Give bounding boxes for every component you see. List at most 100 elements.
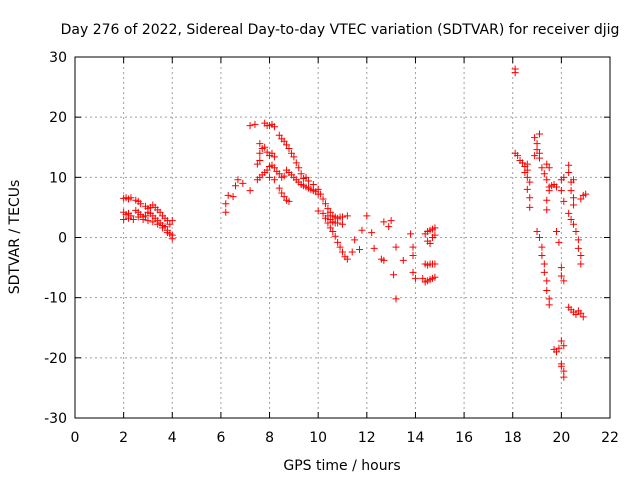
data-point — [535, 130, 543, 138]
x-tick-label: 6 — [216, 430, 225, 446]
data-point — [251, 120, 259, 128]
data-point — [125, 214, 132, 222]
x-tick-label: 8 — [265, 430, 274, 446]
data-point — [348, 248, 356, 256]
data-point — [574, 244, 582, 252]
data-point — [553, 227, 560, 235]
data-points — [120, 65, 590, 381]
data-point — [419, 274, 427, 282]
y-tick-label: 0 — [58, 231, 67, 247]
data-point — [280, 137, 288, 145]
data-point — [380, 256, 388, 264]
data-point — [137, 200, 145, 208]
data-point — [409, 268, 417, 276]
data-point — [560, 373, 568, 381]
data-point — [319, 209, 327, 217]
data-point — [127, 194, 135, 202]
x-tick-label: 14 — [407, 430, 425, 446]
data-point — [560, 342, 568, 350]
data-point — [431, 231, 439, 239]
data-point — [570, 201, 578, 209]
data-point — [156, 208, 164, 216]
x-tick-label: 18 — [504, 430, 522, 446]
data-point — [565, 161, 573, 169]
data-point — [431, 273, 439, 281]
data-point — [295, 164, 303, 172]
data-point — [246, 187, 254, 195]
data-point — [321, 200, 329, 208]
data-point — [292, 159, 300, 167]
data-point — [387, 217, 395, 225]
data-point — [168, 217, 176, 225]
data-point — [280, 193, 288, 201]
data-point — [545, 301, 553, 309]
data-point — [280, 172, 288, 180]
data-point — [224, 191, 232, 199]
data-point — [560, 277, 568, 285]
y-tick-label: -10 — [44, 291, 67, 307]
data-point — [538, 252, 546, 260]
data-point — [356, 246, 364, 254]
y-tick-label: -30 — [44, 411, 67, 427]
data-point — [368, 229, 376, 237]
data-point — [266, 173, 274, 181]
data-point — [234, 176, 242, 184]
data-point — [523, 160, 531, 168]
data-point — [565, 209, 573, 217]
data-point — [256, 149, 264, 157]
x-tick-label: 10 — [309, 430, 327, 446]
data-point — [309, 181, 317, 189]
x-axis-label: GPS time / hours — [283, 458, 400, 474]
data-point — [285, 197, 293, 205]
y-tick-label: -20 — [44, 351, 67, 367]
data-point — [334, 219, 342, 227]
data-point — [577, 252, 585, 260]
data-point — [511, 65, 519, 73]
data-point — [545, 187, 553, 195]
data-point — [363, 212, 371, 220]
grid-lines — [75, 57, 610, 418]
data-point — [543, 206, 551, 214]
data-point — [526, 194, 534, 202]
data-point — [339, 248, 346, 256]
data-point — [263, 166, 271, 174]
data-point — [380, 218, 388, 226]
data-point — [270, 176, 278, 184]
data-point — [543, 160, 551, 168]
data-point — [168, 231, 176, 239]
data-point — [358, 226, 366, 234]
data-point — [560, 197, 568, 205]
data-point — [134, 213, 142, 221]
data-point — [343, 212, 351, 220]
data-point — [297, 170, 305, 178]
data-point — [540, 170, 548, 178]
data-point — [317, 190, 325, 198]
data-point — [557, 360, 565, 368]
data-point — [343, 255, 351, 263]
data-point — [574, 236, 582, 244]
data-point — [302, 173, 310, 181]
data-point — [570, 220, 578, 228]
data-point — [222, 200, 230, 208]
data-point — [514, 152, 522, 160]
data-point — [144, 217, 152, 225]
data-point — [557, 272, 565, 280]
data-point — [314, 207, 322, 215]
data-point — [567, 187, 575, 195]
data-point — [399, 256, 407, 264]
data-point — [533, 140, 541, 148]
data-point — [339, 213, 346, 221]
data-point — [239, 179, 247, 187]
data-point — [531, 152, 539, 160]
data-point — [229, 193, 237, 201]
data-point — [351, 236, 359, 244]
data-point — [278, 189, 286, 197]
data-point — [142, 212, 150, 220]
data-point — [567, 215, 575, 223]
x-tick-label: 2 — [119, 430, 128, 446]
data-point — [521, 169, 529, 177]
data-point — [555, 238, 563, 246]
data-point — [543, 196, 551, 204]
data-point — [577, 260, 585, 268]
data-point — [570, 194, 578, 202]
